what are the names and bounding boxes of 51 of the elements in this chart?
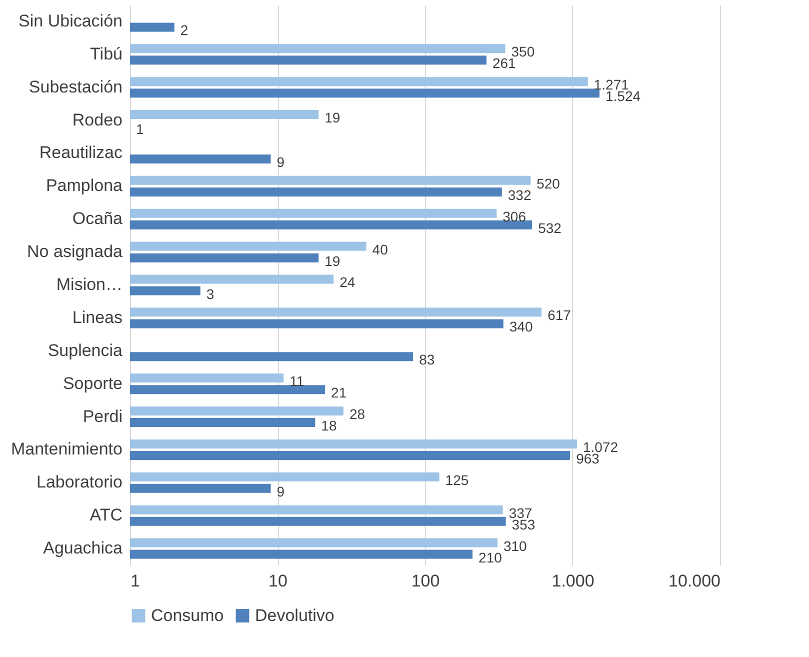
x-tick-label: 100 <box>411 572 440 590</box>
y-tick-label: Lineas <box>72 308 122 327</box>
y-tick-label: Rodeo <box>72 110 122 130</box>
data-label: 28 <box>349 406 366 422</box>
data-label: 19 <box>324 252 340 269</box>
x-tick-label: 10 <box>268 572 288 590</box>
x-tick-label: 1.000 <box>552 572 594 590</box>
data-label: 337 <box>508 504 532 521</box>
y-tick-label: Laboratorio <box>36 472 122 492</box>
data-label: 9 <box>276 154 285 170</box>
data-label: 2 <box>180 22 188 38</box>
x-tick-label: 1 <box>130 572 140 590</box>
data-label: 125 <box>445 472 469 488</box>
data-label: 3 <box>206 286 214 302</box>
data-label: 83 <box>419 352 435 368</box>
y-tick-label: Soporte <box>62 374 122 393</box>
data-label: 210 <box>478 549 502 566</box>
data-label: 310 <box>503 538 528 554</box>
y-tick-label: Tibú <box>90 44 122 64</box>
data-label: 617 <box>548 307 572 324</box>
data-label: 11 <box>290 373 304 390</box>
data-label: 9 <box>276 483 285 500</box>
data-label: 24 <box>340 274 356 290</box>
data-label: 18 <box>321 418 337 434</box>
y-tick-label: Pamplona <box>46 176 124 196</box>
x-tick-label: 10.000 <box>668 572 720 590</box>
y-tick-label: Ocaña <box>72 209 124 228</box>
data-label: 332 <box>508 186 532 203</box>
data-label: 21 <box>331 384 347 401</box>
y-tick-label: Sin Ubicación <box>18 11 122 30</box>
y-tick-label: Mision… <box>56 275 122 294</box>
data-label: 532 <box>538 220 562 236</box>
data-label: 340 <box>509 318 533 335</box>
y-tick-label: Subestación <box>28 77 122 96</box>
y-tick-label: ATC <box>90 506 122 525</box>
y-tick-label: Perdi <box>82 406 122 426</box>
data-label: 261 <box>492 55 516 72</box>
y-tick-label: Mantenimiento <box>10 440 122 459</box>
data-label: 40 <box>372 241 388 258</box>
data-label: 19 <box>324 110 340 126</box>
data-label: 306 <box>502 208 526 224</box>
y-tick-label: Suplencia <box>48 340 124 360</box>
data-label: 1.072 <box>582 438 618 455</box>
legend-label: Devolutivo <box>255 606 334 625</box>
data-label: 520 <box>536 175 560 192</box>
legend-label: Consumo <box>151 606 224 625</box>
y-tick-label: No asignada <box>27 242 124 262</box>
y-tick-label: Aguachica <box>43 538 124 558</box>
y-tick-label: Reautilizac <box>39 143 123 162</box>
data-label: 1.524 <box>605 88 641 104</box>
data-label: 1 <box>136 121 144 138</box>
